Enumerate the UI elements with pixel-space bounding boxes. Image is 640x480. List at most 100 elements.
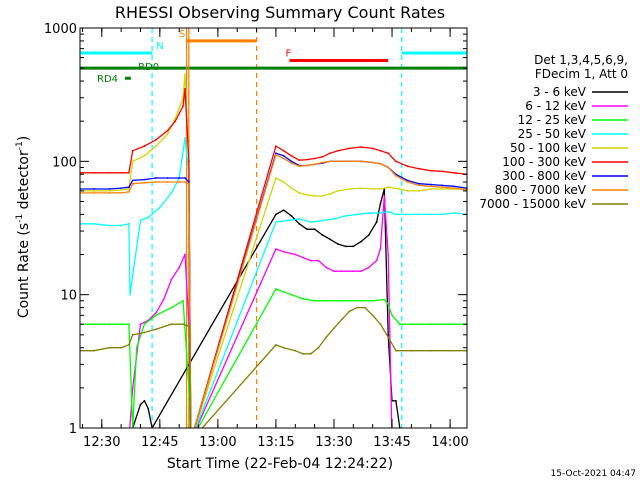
series-point	[131, 160, 134, 163]
series-point	[298, 165, 301, 168]
series-point	[360, 146, 362, 148]
series-point	[333, 327, 335, 330]
series-point	[453, 171, 455, 174]
series-point	[387, 166, 390, 169]
y-axis-label-part: detector	[16, 150, 32, 214]
series-point	[367, 212, 370, 214]
series-point	[131, 274, 134, 277]
series-point	[387, 303, 390, 305]
series-point	[344, 215, 347, 217]
series-point	[127, 323, 130, 326]
series-point	[309, 352, 312, 355]
series-point	[127, 344, 130, 346]
x-tick-label: 14:00	[431, 435, 468, 450]
series-point	[418, 213, 420, 216]
series-point	[298, 192, 301, 194]
series-point	[387, 210, 390, 213]
series-point	[178, 177, 181, 179]
series-point	[128, 440, 130, 442]
series-line	[80, 88, 467, 428]
series-point	[337, 160, 339, 163]
series-point	[290, 162, 293, 165]
x-tick-label: 12:45	[141, 435, 178, 450]
series-point	[147, 216, 150, 219]
series-point	[337, 299, 339, 302]
series-point	[290, 160, 293, 163]
series-point	[333, 218, 335, 220]
series-point	[182, 323, 185, 326]
series-point	[391, 314, 393, 317]
series-point	[441, 170, 444, 173]
series-point	[143, 178, 146, 181]
series-point	[178, 266, 181, 269]
flag-label: F	[285, 49, 291, 60]
series-point	[190, 440, 192, 442]
series-point	[108, 192, 111, 194]
series-line	[80, 306, 467, 428]
series-point	[178, 181, 181, 183]
series-point	[356, 213, 359, 216]
series-point	[174, 120, 177, 123]
series-point	[306, 164, 308, 167]
render-timestamp: 15-Oct-2021 04:47	[551, 469, 636, 479]
series-point	[120, 346, 122, 349]
series-point	[166, 133, 169, 136]
series-point	[282, 290, 285, 293]
series-point	[348, 147, 351, 150]
series-point	[282, 181, 285, 183]
series-point	[143, 399, 146, 402]
series-point	[406, 190, 409, 192]
x-tick-label: 13:15	[257, 435, 294, 450]
series-point	[282, 154, 285, 157]
series-point	[275, 177, 277, 179]
series-point	[170, 192, 173, 194]
series-point	[93, 190, 95, 192]
series-point	[170, 323, 173, 326]
series-point	[356, 306, 359, 309]
series-point	[406, 181, 409, 183]
x-tick-label: 13:00	[199, 435, 236, 450]
series-point	[302, 298, 304, 300]
series-point	[188, 182, 190, 185]
series-point	[348, 299, 351, 302]
series-point	[108, 224, 111, 227]
series-point	[120, 323, 122, 326]
series-point	[275, 344, 277, 346]
series-point	[275, 145, 277, 148]
series-point	[406, 179, 409, 182]
series-point	[131, 182, 134, 185]
series-point	[429, 183, 432, 186]
series-line	[80, 74, 467, 428]
series-point	[93, 323, 95, 326]
series-point	[383, 195, 386, 197]
legend-label: 50 - 100 keV	[510, 141, 587, 155]
series-point	[453, 212, 455, 214]
series-point	[429, 349, 432, 352]
series-point	[120, 171, 122, 174]
series-point	[313, 228, 316, 231]
series-point	[387, 152, 390, 155]
series-point	[158, 206, 161, 209]
series-point	[418, 182, 420, 185]
series-point	[298, 218, 301, 220]
flag-label: S	[179, 29, 185, 40]
series-point	[406, 165, 409, 168]
x-tick-label: 13:30	[315, 435, 352, 450]
series-point	[182, 105, 185, 107]
series-point	[325, 336, 328, 339]
series-point	[371, 161, 374, 164]
series-point	[166, 181, 169, 183]
series-point	[321, 161, 324, 164]
y-axis-label: Count Rate (s-1 detector-1)	[15, 136, 32, 318]
series-point	[143, 181, 146, 184]
series-point	[182, 299, 185, 302]
series-point	[131, 333, 134, 336]
series-point	[309, 221, 312, 224]
series-point	[155, 138, 157, 141]
series-point	[395, 174, 397, 177]
series-point	[108, 190, 111, 192]
series-point	[131, 387, 134, 389]
series-point	[190, 440, 192, 442]
series-point	[429, 213, 432, 216]
series-point	[290, 187, 293, 190]
